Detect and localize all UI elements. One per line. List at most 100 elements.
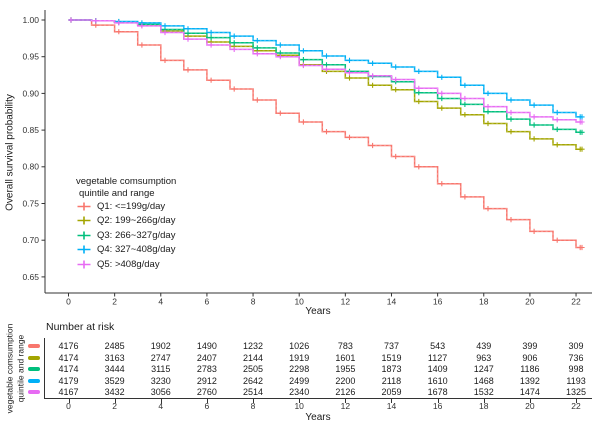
x-tick-label: 18 <box>479 297 489 307</box>
risk-table-x-axis <box>44 398 592 399</box>
legend-items: Q1: <=199g/day Q2: 199~266g/day Q3: 266~32… <box>76 199 176 272</box>
risk-count: 1678 <box>427 387 448 398</box>
x-tick-label: 10 <box>294 297 304 307</box>
risk-x-tick <box>68 399 70 403</box>
risk-count: 1247 <box>473 364 494 375</box>
x-tick-label: 22 <box>571 297 581 307</box>
risk-count: 3056 <box>150 387 171 398</box>
survival-step-line <box>68 19 582 118</box>
risk-table-axis-label-line1: vegetable comsumption <box>4 323 15 414</box>
risk-x-tick-label: 16 <box>432 401 443 411</box>
legend-item-label: Q1: <=199g/day <box>97 200 166 212</box>
risk-count: 998 <box>568 364 584 375</box>
risk-x-tick-label: 4 <box>158 401 164 411</box>
risk-count: 4174 <box>58 352 79 363</box>
risk-count: 543 <box>430 341 446 351</box>
risk-count: 4179 <box>58 375 79 386</box>
x-tick-label: 16 <box>433 297 443 307</box>
risk-count: 3444 <box>104 364 125 375</box>
km-curve-q3 <box>68 17 585 135</box>
y-tick-label: 0.90 <box>22 88 39 98</box>
line-texture <box>68 19 582 123</box>
risk-count: 4174 <box>58 364 79 375</box>
legend-key-plus-icon <box>77 231 91 240</box>
risk-x-tick <box>114 399 116 403</box>
legend: vegetable comsumption quintile and range… <box>76 176 176 272</box>
risk-count: 4167 <box>58 387 79 398</box>
risk-count: 2505 <box>243 364 264 375</box>
x-tick-label: 12 <box>341 297 351 307</box>
km-curve-q5 <box>68 17 585 125</box>
legend-item-label: Q3: 266~327g/day <box>97 229 176 241</box>
risk-count: 4176 <box>58 341 79 351</box>
risk-x-tick <box>160 399 162 403</box>
risk-x-tick-label: 20 <box>525 401 535 411</box>
risk-count: 1601 <box>335 352 356 363</box>
risk-count: 3529 <box>104 375 125 386</box>
legend-title-line1: vegetable comsumption <box>76 176 177 187</box>
risk-count: 737 <box>383 341 399 351</box>
legend-item-q2: Q2: 199~266g/day <box>76 214 176 229</box>
survival-step-line <box>68 19 582 249</box>
risk-table-title: Number at risk <box>46 321 115 333</box>
risk-count: 2298 <box>289 364 310 375</box>
risk-x-tick-label: 8 <box>250 401 256 411</box>
risk-table-axis-label: vegetable comsumption quintile and range <box>5 309 26 429</box>
risk-x-tick <box>483 399 485 403</box>
risk-count: 1902 <box>150 341 171 351</box>
risk-count: 783 <box>337 341 353 351</box>
risk-count: 2118 <box>381 375 402 386</box>
x-tick-label: 6 <box>205 297 210 307</box>
survival-step-line <box>68 19 582 123</box>
risk-count: 1468 <box>473 375 494 386</box>
legend-item-q5: Q5: >408g/day <box>76 257 176 272</box>
risk-count: 963 <box>476 352 492 363</box>
line-texture <box>68 19 582 150</box>
risk-row-key-q1 <box>28 344 40 348</box>
risk-x-tick-label: 10 <box>294 401 304 411</box>
risk-count: 1127 <box>427 352 448 363</box>
risk-count: 2760 <box>196 387 217 398</box>
risk-count: 1325 <box>566 387 587 398</box>
risk-row-key-q4 <box>28 378 40 383</box>
risk-count: 439 <box>476 341 492 351</box>
risk-count: 1490 <box>196 341 217 351</box>
line-texture <box>68 19 582 133</box>
risk-count: 2407 <box>196 352 217 363</box>
risk-x-tick-label: 22 <box>571 401 581 411</box>
risk-count: 3163 <box>104 352 125 363</box>
risk-count: 3230 <box>150 375 171 386</box>
risk-row-key-q5 <box>28 390 40 395</box>
x-tick-label: 8 <box>251 297 256 307</box>
legend-title-line2: quintile and range <box>79 187 155 199</box>
risk-count: 1474 <box>519 387 540 398</box>
y-tick-label: 0.85 <box>22 125 39 135</box>
survival-step-line <box>68 19 582 134</box>
risk-count: 2485 <box>104 341 125 351</box>
risk-x-tick <box>529 399 531 403</box>
risk-count: 1026 <box>289 341 310 351</box>
risk-count: 3432 <box>104 387 125 398</box>
risk-count: 3115 <box>151 364 171 375</box>
risk-count: 2642 <box>243 375 264 386</box>
legend-item-label: Q5: >408g/day <box>97 258 160 270</box>
risk-count: 1610 <box>427 375 448 386</box>
risk-table-y-axis <box>44 338 45 398</box>
legend-item-label: Q4: 327~408g/day <box>97 244 176 256</box>
risk-x-tick <box>437 399 439 403</box>
risk-count: 906 <box>522 352 538 363</box>
x-tick-label: 20 <box>525 297 535 307</box>
risk-x-tick <box>391 399 393 403</box>
risk-count: 2144 <box>243 352 264 363</box>
km-curve-q4 <box>68 17 585 120</box>
risk-count: 1955 <box>335 364 356 375</box>
survival-step-line <box>68 19 582 150</box>
risk-count: 1409 <box>427 364 448 375</box>
risk-x-tick <box>253 399 255 403</box>
risk-x-tick <box>299 399 301 403</box>
survival-plot: 1.00 0.95 0.90 0.85 0.80 0.75 0.70 0.65 0 2 4 6 8 10 1… <box>22 10 592 307</box>
risk-x-tick <box>576 399 578 403</box>
legend-key-plus-icon <box>77 245 91 254</box>
legend-item-q4: Q4: 327~408g/day <box>76 243 176 258</box>
y-tick-label: 0.75 <box>22 198 39 208</box>
